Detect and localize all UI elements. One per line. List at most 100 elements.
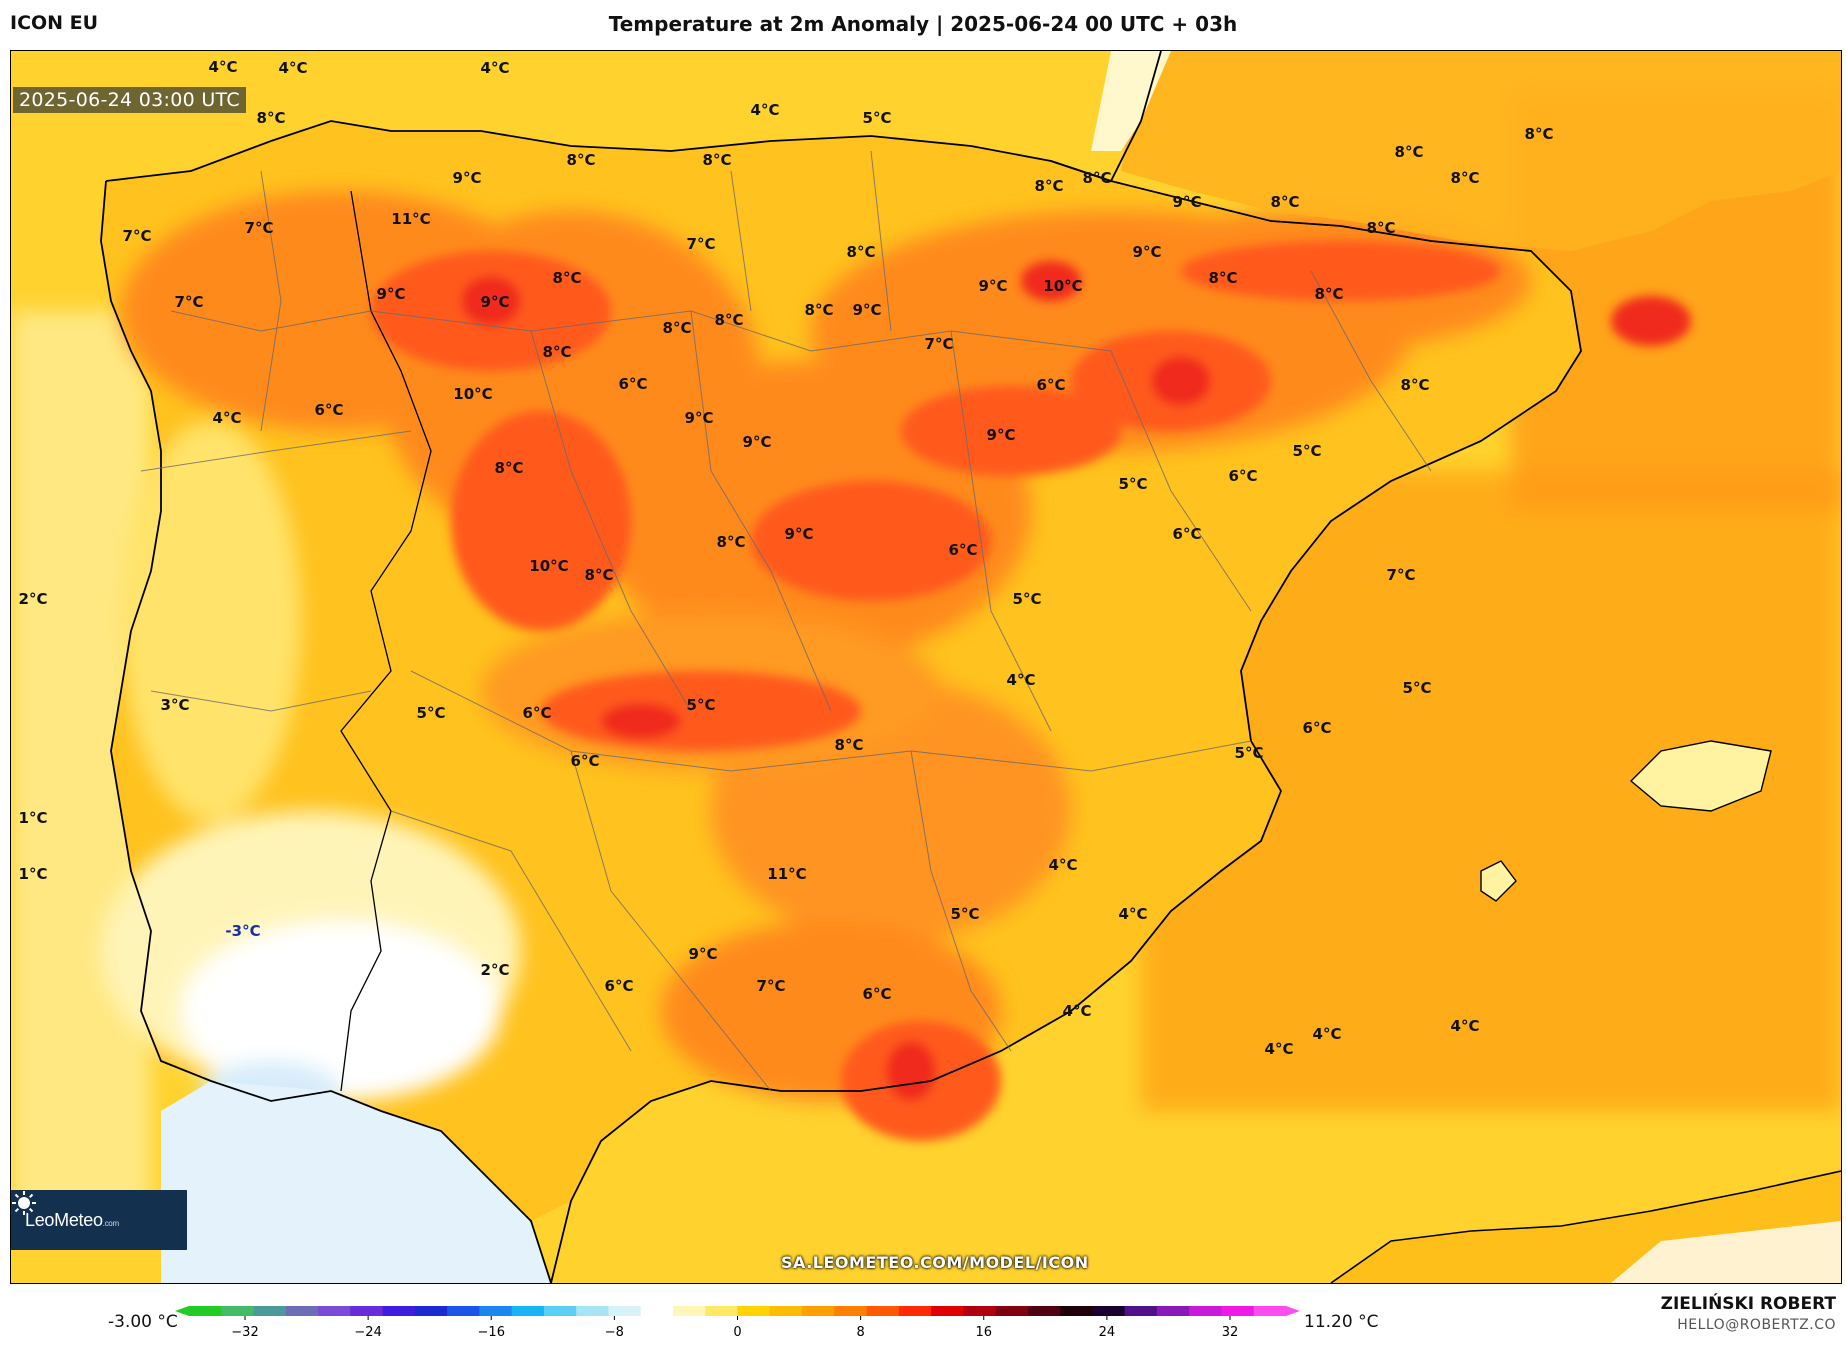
temperature-label: 4°C <box>1264 1040 1294 1058</box>
temperature-label: 3°C <box>160 696 190 714</box>
colorbar-tick-label: 16 <box>975 1325 992 1340</box>
temperature-label: 8°C <box>494 459 524 477</box>
temperature-label: 7°C <box>1386 566 1416 584</box>
ibiza <box>1480 860 1517 902</box>
temperature-label: 6°C <box>604 977 634 995</box>
colorbar-tick-label: 0 <box>733 1325 741 1340</box>
colorbar-tick-label: 8 <box>856 1325 864 1340</box>
colorbar-segment <box>705 1306 739 1316</box>
temperature-label: 10°C <box>453 385 493 403</box>
temperature-label: 4°C <box>480 59 510 77</box>
colorbar-segment <box>898 1306 932 1316</box>
temperature-label: 8°C <box>542 343 572 361</box>
temperature-label: 5°C <box>1234 744 1264 762</box>
map-title: Temperature at 2m Anomaly | 2025-06-24 0… <box>608 12 1238 36</box>
hot-zones <box>371 241 1691 1141</box>
temperature-label: 8°C <box>1270 193 1300 211</box>
colorbar-segment <box>1156 1306 1190 1316</box>
colorbar-arrow-left <box>175 1306 189 1316</box>
colorbar-segment <box>543 1306 577 1316</box>
west-coastline <box>100 180 552 1283</box>
sun-icon <box>12 1191 36 1215</box>
source-url[interactable]: SA.LEOMETEO.COM/MODEL/ICON <box>781 1253 1089 1272</box>
temperature-label: 7°C <box>244 219 274 237</box>
colorbar-segment <box>737 1306 771 1316</box>
colorbar-segment <box>640 1306 674 1316</box>
region-borders <box>140 150 1432 1092</box>
colorbar-segment <box>1189 1306 1223 1316</box>
temperature-label: 9°C <box>452 169 482 187</box>
logo-text: LeoMeteo.com <box>25 1209 119 1230</box>
colorbar-segment <box>672 1306 706 1316</box>
temperature-label: 5°C <box>950 905 980 923</box>
colorbar-segment <box>382 1306 416 1316</box>
author-name: ZIELIŃSKI ROBERT <box>1660 1294 1836 1314</box>
temperature-label: 9°C <box>742 433 772 451</box>
colorbar-tick-label: −8 <box>605 1325 624 1340</box>
colorbar-arrow-right <box>1286 1306 1300 1316</box>
temperature-label: 9°C <box>684 409 714 427</box>
leometeo-logo[interactable]: LeoMeteo.com <box>11 1190 187 1250</box>
temperature-label: 7°C <box>686 235 716 253</box>
temperature-label: 9°C <box>1132 243 1162 261</box>
colorbar-segment <box>318 1306 351 1316</box>
temperature-label: -3°C <box>225 922 261 940</box>
colorbar-segment <box>608 1306 642 1316</box>
timestamp-badge: 2025-06-24 03:00 UTC <box>13 87 246 113</box>
portugal-border <box>340 190 432 1092</box>
temperature-label: 2°C <box>480 961 510 979</box>
header: ICON EU Temperature at 2m Anomaly | 2025… <box>0 0 1846 50</box>
africa-coastline <box>1330 1170 1841 1283</box>
temperature-label: 2°C <box>18 590 48 608</box>
temperature-label: 8°C <box>716 533 746 551</box>
model-name: ICON EU <box>10 12 99 34</box>
temperature-label: 6°C <box>1302 719 1332 737</box>
france <box>1121 51 1841 251</box>
temperature-label: 7°C <box>174 293 204 311</box>
colorbar-segment <box>447 1306 480 1316</box>
colorbar-segment <box>253 1306 287 1316</box>
colorbar-segment <box>511 1306 545 1316</box>
colorbar-segment <box>576 1306 610 1316</box>
temperature-label: 4°C <box>1450 1017 1480 1035</box>
temperature-label: 8°C <box>1524 125 1554 143</box>
temperature-label: 9°C <box>688 945 718 963</box>
colorbar-segment <box>1221 1306 1255 1316</box>
temperature-label: 9°C <box>376 285 406 303</box>
colorbar-segment <box>1124 1306 1158 1316</box>
temperature-label: 9°C <box>480 293 510 311</box>
colorbar-segment <box>866 1306 900 1316</box>
temperature-label: 6°C <box>522 704 552 722</box>
colorbar-tick-label: −16 <box>478 1325 505 1340</box>
colorbar-tick-label: 32 <box>1222 1325 1239 1340</box>
colorbar-segment <box>963 1306 997 1316</box>
temperature-label: 4°C <box>1118 905 1148 923</box>
temperature-label: 5°C <box>1118 475 1148 493</box>
colorbar-segment <box>479 1306 513 1316</box>
temperature-label: 8°C <box>834 736 864 754</box>
colorbar-segment <box>802 1306 835 1316</box>
colorbar-segment <box>221 1306 255 1316</box>
temperature-label: 10°C <box>1043 277 1083 295</box>
author-email[interactable]: HELLO@ROBERTZ.CO <box>1677 1317 1836 1333</box>
temperature-label: 4°C <box>1062 1002 1092 1020</box>
temperature-label: 1°C <box>18 809 48 827</box>
temperature-label: 5°C <box>686 696 716 714</box>
temperature-label: 4°C <box>750 101 780 119</box>
temperature-label: 5°C <box>862 109 892 127</box>
temperature-label: 8°C <box>1082 169 1112 187</box>
temperature-label: 5°C <box>1292 442 1322 460</box>
temperature-label: 8°C <box>1208 269 1238 287</box>
atlantic-cold <box>161 1081 551 1283</box>
france-coast-cool <box>1091 51 1171 151</box>
colorbar-segment <box>1092 1306 1126 1316</box>
weather-map[interactable]: 2025-06-24 03:00 UTC 4°C 4°C 4°C 8°C 4°C 5°C 8… <box>10 50 1842 1284</box>
colorbar-segment <box>189 1306 222 1316</box>
temperature-label: 8°C <box>714 311 744 329</box>
temperature-label: 6°C <box>618 375 648 393</box>
colorbar-segment <box>1060 1306 1094 1316</box>
temperature-label: 10°C <box>529 557 569 575</box>
cool-zones <box>101 421 521 1121</box>
temperature-label: 7°C <box>122 227 152 245</box>
temperature-label: 6°C <box>948 541 978 559</box>
